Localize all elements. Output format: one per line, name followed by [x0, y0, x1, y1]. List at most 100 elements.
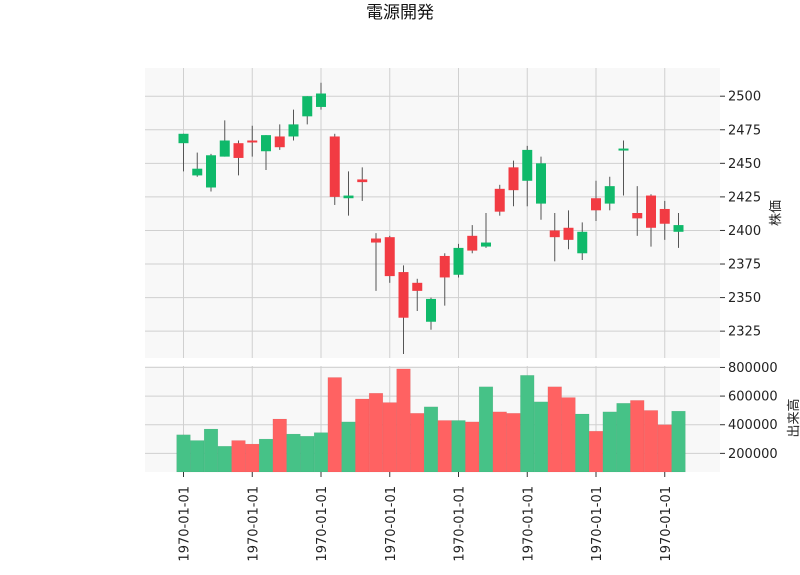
price-y-tick-label: 2475 — [728, 123, 761, 138]
volume-bar — [451, 420, 466, 473]
candle-body — [412, 282, 423, 291]
volume-bar — [382, 402, 397, 473]
volume-bar — [630, 400, 645, 473]
candle-body — [508, 167, 519, 191]
volume-bar — [176, 434, 191, 473]
x-tick-label: 1970-01-01 — [384, 486, 399, 562]
volume-bar — [272, 418, 287, 473]
volume-bar — [190, 440, 205, 473]
candle-body — [206, 155, 216, 188]
x-tick-label: 1970-01-01 — [453, 486, 468, 562]
volume-bar — [410, 413, 425, 473]
candle-body — [178, 133, 189, 144]
volume-bar — [588, 430, 604, 473]
x-axis: 1970-01-01 1970-01-01 1970-01-01 1970-01-01… — [178, 472, 674, 562]
price-axis-label: 株価 — [769, 200, 784, 226]
candle-body — [522, 149, 533, 181]
price-y-tick-label: 2325 — [728, 325, 761, 340]
x-tick-label: 1970-01-01 — [659, 486, 674, 562]
price-y-tick-label: 2350 — [728, 291, 761, 306]
volume-bar — [286, 433, 301, 473]
x-tick-label: 1970-01-01 — [521, 486, 536, 562]
x-tick-label: 1970-01-01 — [590, 486, 605, 562]
volume-bar — [533, 401, 549, 473]
volume-panel: 200000 400000 600000 800000 — [145, 361, 778, 473]
volume-bar — [423, 406, 439, 473]
candle-body — [274, 136, 285, 148]
volume-bar — [492, 411, 507, 473]
volume-bar — [616, 402, 631, 473]
candle-body — [494, 188, 505, 212]
candle-body — [233, 143, 244, 158]
chart-title: 電源開発 — [366, 3, 434, 23]
volume-bar — [506, 413, 521, 473]
candle-body — [591, 198, 601, 211]
volume-bar — [300, 435, 315, 473]
candle-body — [659, 208, 670, 224]
volume-bar — [437, 420, 452, 473]
volume-bar — [478, 386, 494, 473]
volume-bar — [575, 413, 590, 473]
volume-bar — [368, 392, 384, 473]
candle-body — [316, 93, 326, 107]
candle-body — [453, 247, 464, 275]
price-panel: 2325 2350 2375 2400 2425 2450 2475 2500 — [145, 68, 761, 358]
volume-axis-label: 出来高 — [786, 398, 800, 437]
volume-bar — [341, 421, 356, 473]
volume-bar — [465, 421, 480, 473]
candle-body — [371, 238, 381, 243]
candle-body — [618, 148, 629, 151]
volume-bar — [203, 428, 219, 473]
volume-bar — [217, 445, 232, 473]
candle-body — [549, 230, 560, 238]
volume-bar — [327, 377, 342, 473]
volume-bar — [657, 424, 672, 473]
volume-bar — [231, 440, 246, 473]
price-y-tick-label: 2500 — [728, 90, 761, 105]
price-y-tick-label: 2450 — [728, 157, 761, 172]
volume-bar — [671, 410, 686, 473]
candle-body — [467, 235, 478, 251]
price-y-tick-label: 2375 — [728, 258, 761, 273]
candle-body — [247, 140, 258, 143]
x-tick-label: 1970-01-01 — [246, 486, 261, 562]
candle-body — [426, 298, 436, 322]
candle-body — [384, 237, 395, 277]
candle-body — [632, 213, 643, 219]
volume-bar — [602, 411, 617, 473]
volume-bar — [245, 443, 260, 473]
candle-body — [536, 163, 546, 204]
candle-body — [646, 195, 656, 228]
candle-body — [577, 231, 588, 254]
candle-body — [673, 225, 684, 232]
candle-body — [288, 124, 299, 137]
candle-body — [563, 227, 574, 240]
x-tick-label: 1970-01-01 — [178, 486, 193, 562]
candle-body — [219, 140, 230, 157]
volume-bar — [643, 410, 659, 473]
volume-y-tick-label: 200000 — [728, 447, 778, 462]
volume-bar — [313, 432, 329, 473]
candle-body — [261, 135, 271, 152]
candle-body — [302, 96, 313, 117]
volume-bar — [396, 368, 411, 473]
volume-bar — [355, 398, 370, 473]
candle-body — [192, 168, 203, 176]
candle-body — [604, 186, 615, 204]
volume-y-tick-label: 600000 — [728, 390, 778, 405]
volume-bar — [547, 386, 562, 473]
price-y-tick-label: 2425 — [728, 190, 761, 205]
candle-body — [398, 272, 409, 318]
volume-bar — [561, 397, 576, 473]
candle-body — [343, 195, 354, 199]
volume-y-tick-label: 400000 — [728, 418, 778, 433]
volume-bar — [258, 438, 274, 473]
volume-y-tick-label: 800000 — [728, 361, 778, 376]
x-tick-label: 1970-01-01 — [315, 486, 330, 562]
candle-body — [357, 179, 368, 183]
price-y-tick-label: 2400 — [728, 224, 761, 239]
volume-bar — [520, 375, 535, 473]
candle-body — [439, 255, 450, 278]
candle-body — [481, 242, 491, 247]
